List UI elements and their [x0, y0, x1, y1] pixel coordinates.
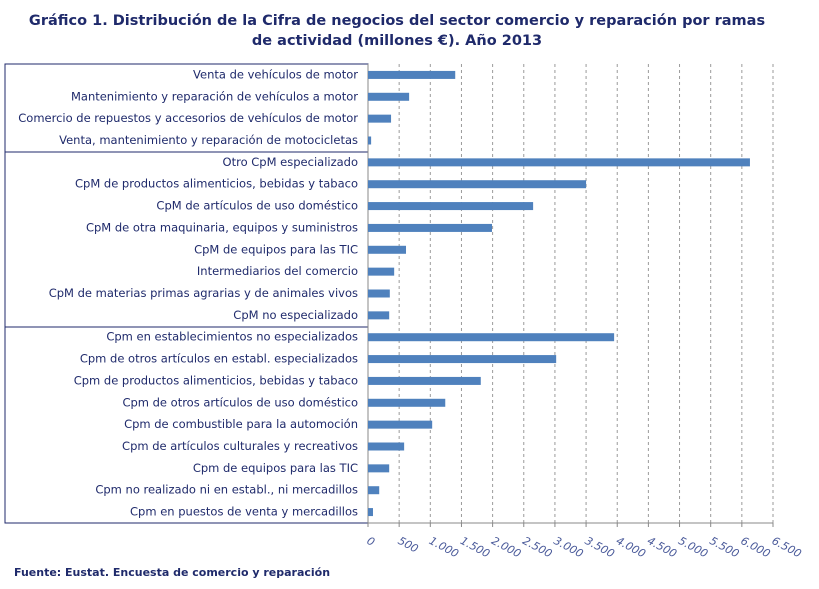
y-tick-label: Mantenimiento y reparación de vehículos …: [71, 89, 358, 103]
x-tick-label: 1.000: [427, 534, 461, 560]
y-tick-label: Venta, mantenimiento y reparación de mot…: [59, 133, 358, 147]
x-tick-label: 4.000: [614, 534, 648, 560]
bar: [368, 202, 534, 211]
y-tick-label: CpM no especializado: [233, 308, 358, 322]
bar: [368, 92, 410, 101]
bar: [368, 136, 372, 145]
bar: [368, 289, 390, 298]
bar: [368, 311, 390, 320]
bar: [368, 420, 433, 429]
y-tick-label: Venta de vehículos de motor: [193, 67, 358, 81]
bar: [368, 70, 456, 79]
bar: [368, 267, 395, 276]
y-tick-label: Cpm de otros artículos en establ. especi…: [80, 352, 358, 366]
bar: [368, 158, 750, 167]
y-tick-label: CpM de artículos de uso doméstico: [156, 199, 358, 213]
bar: [368, 442, 405, 451]
y-tick-label: Cpm no realizado ni en establ., ni merca…: [95, 483, 358, 497]
y-tick-label: CpM de equipos para las TIC: [194, 242, 358, 256]
y-tick-label: Cpm de artículos culturales y recreativo…: [122, 439, 358, 453]
bar: [368, 486, 380, 495]
x-tick-label: 3.500: [583, 534, 617, 560]
x-tick-label: 5.000: [676, 534, 710, 560]
x-tick-label: 5.500: [707, 534, 741, 560]
y-tick-label: CpM de materias primas agrarias y de ani…: [49, 286, 358, 300]
y-tick-label: CpM de otra maquinaria, equipos y sumini…: [86, 220, 358, 234]
x-tick-label: 6.500: [770, 534, 804, 560]
bar: [368, 180, 587, 189]
y-tick-label: Cpm en puestos de venta y mercadillos: [130, 505, 358, 519]
x-tick-label: 2.500: [520, 534, 554, 560]
x-tick-label: 4.500: [645, 534, 679, 560]
bar: [368, 508, 373, 517]
bar: [368, 464, 390, 473]
bar: [368, 376, 481, 385]
bar: [368, 355, 557, 364]
x-tick-label: 3.000: [552, 534, 586, 560]
y-tick-label: Cpm de equipos para las TIC: [193, 461, 358, 475]
x-tick-label: 0: [365, 534, 377, 549]
x-tick-label: 500: [396, 534, 421, 555]
bar: [368, 114, 392, 123]
y-tick-label: Cpm de productos alimenticios, bebidas y…: [74, 373, 358, 387]
x-tick-label: 6.000: [738, 534, 772, 560]
y-tick-label: Intermediarios del comercio: [197, 264, 358, 278]
y-tick-label: CpM de productos alimenticios, bebidas y…: [75, 177, 358, 191]
y-tick-label: Cpm de otros artículos de uso doméstico: [122, 395, 358, 409]
bar: [368, 223, 492, 232]
bar: [368, 333, 615, 342]
chart-title: Gráfico 1. Distribución de la Cifra de n…: [29, 13, 765, 29]
x-tick-label: 2.000: [489, 534, 523, 560]
chart-subtitle: de actividad (millones €). Año 2013: [252, 33, 542, 49]
source: Fuente: Eustat. Encuesta de comercio y r…: [14, 566, 330, 579]
y-tick-label: Comercio de repuestos y accesorios de ve…: [18, 111, 358, 125]
bar: [368, 245, 407, 254]
y-tick-label: Cpm de combustible para la automoción: [124, 417, 358, 431]
x-tick-label: 1.500: [458, 534, 492, 560]
y-tick-label: Cpm en establecimientos no especializado…: [106, 330, 358, 344]
y-tick-label: Otro CpM especializado: [223, 155, 358, 169]
bar: [368, 398, 446, 407]
